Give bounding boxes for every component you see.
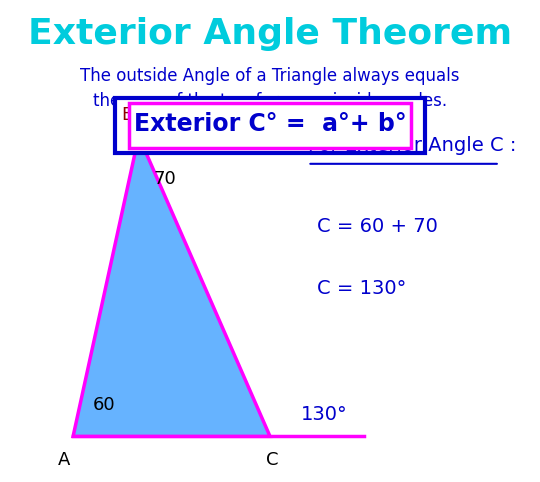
Text: C = 60 + 70: C = 60 + 70: [317, 217, 438, 236]
Text: 60: 60: [92, 396, 115, 415]
Text: A: A: [58, 451, 70, 469]
Text: 70: 70: [153, 170, 176, 188]
Text: 130°: 130°: [301, 405, 347, 425]
Polygon shape: [73, 136, 270, 436]
Text: B: B: [121, 106, 133, 124]
Text: C: C: [266, 451, 279, 469]
Text: The outside Angle of a Triangle always equals
the sum of the two far away inside: The outside Angle of a Triangle always e…: [80, 67, 460, 110]
FancyBboxPatch shape: [130, 103, 410, 148]
Text: Exterior C° =  a°+ b°: Exterior C° = a°+ b°: [133, 112, 407, 136]
Text: C = 130°: C = 130°: [317, 279, 406, 298]
FancyBboxPatch shape: [115, 98, 425, 153]
Text: For Exterior Angle C :: For Exterior Angle C :: [307, 136, 516, 155]
Text: Exterior Angle Theorem: Exterior Angle Theorem: [28, 17, 512, 51]
